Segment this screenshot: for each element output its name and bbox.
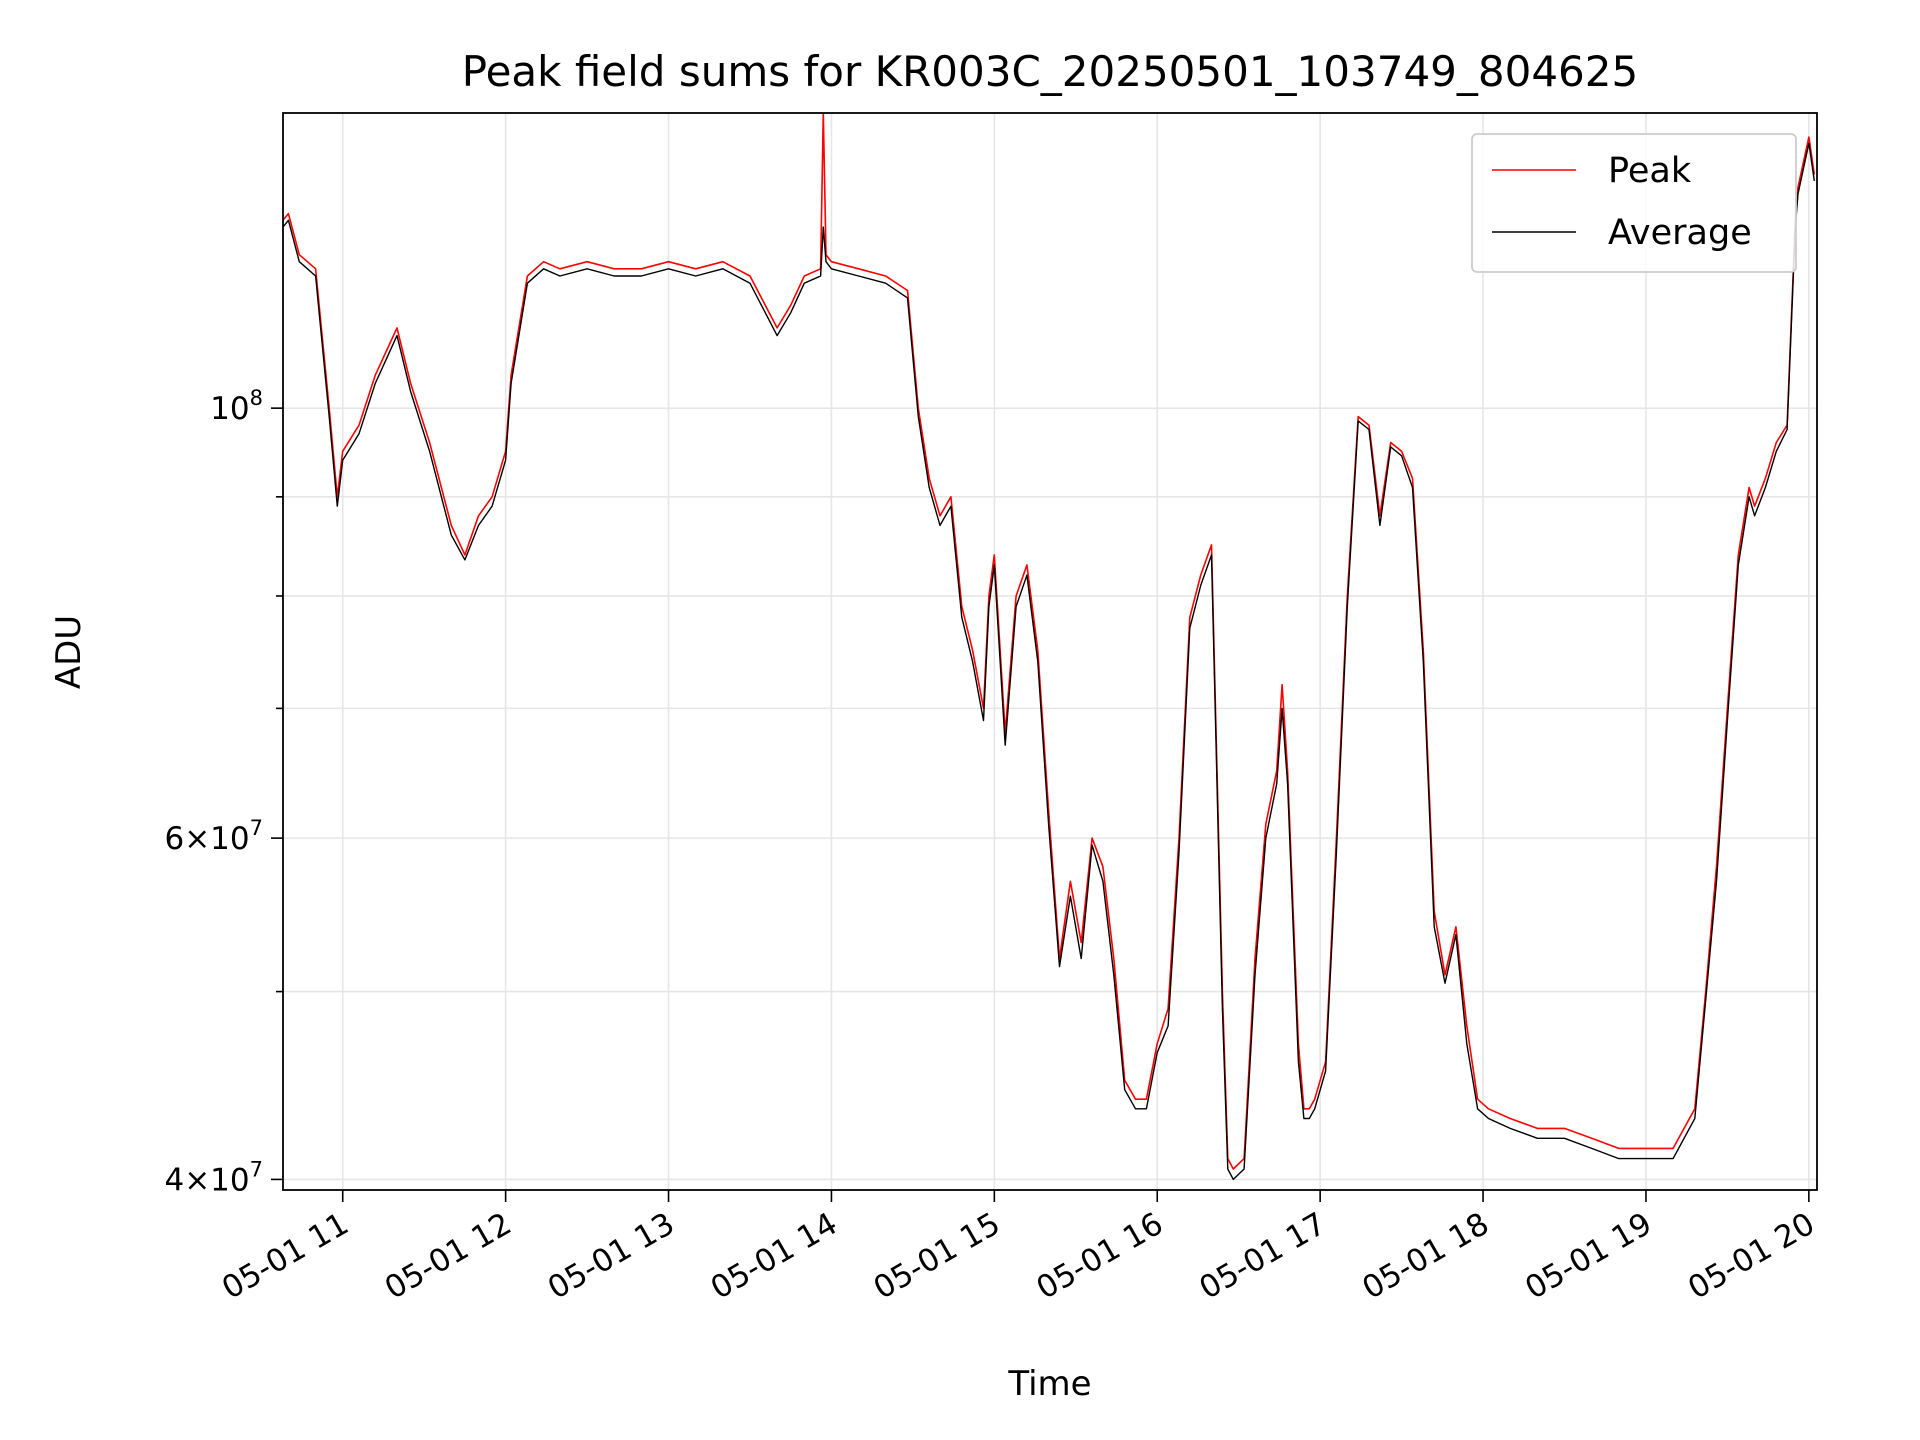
x-tick-label: 05-01 14 (705, 1206, 844, 1307)
y-tick-label: 6×107 (164, 816, 263, 857)
grid (283, 113, 1817, 1190)
x-tick-label: 05-01 13 (542, 1206, 681, 1307)
y-tick-base: 10 (210, 1162, 249, 1198)
x-tick-label: 05-01 19 (1519, 1206, 1658, 1307)
series-line-average (282, 142, 1815, 1181)
x-tick-label: 05-01 18 (1356, 1206, 1495, 1307)
x-axis-label: Time (1007, 1364, 1091, 1404)
legend: Peak Average (1471, 133, 1797, 273)
y-axis-label: ADU (49, 615, 89, 689)
x-tick-label: 05-01 17 (1193, 1206, 1332, 1307)
y-tick-label: 4×107 (164, 1157, 263, 1198)
y-tick-label: 108 (210, 386, 263, 427)
legend-label-average: Average (1608, 213, 1752, 253)
y-tick-times: × (184, 821, 210, 857)
y-tick-base: 10 (210, 391, 249, 427)
x-tick-label: 05-01 16 (1031, 1206, 1170, 1307)
x-tick-label: 05-01 12 (379, 1206, 518, 1307)
series-line-peak (282, 112, 1816, 1170)
legend-box (1471, 133, 1797, 273)
x-tick-label: 05-01 15 (868, 1206, 1007, 1307)
x-axis: 05-01 11 05-01 12 05-01 13 05-01 14 05-01 15… (216, 1190, 1821, 1307)
y-tick-exponent: 7 (250, 816, 263, 840)
x-tick-label: 05-01 20 (1682, 1206, 1821, 1307)
series-group (282, 112, 1816, 1181)
y-tick-mantissa: 6 (164, 821, 184, 857)
plot-frame (282, 112, 1818, 1191)
x-tick-label: 05-01 11 (216, 1206, 355, 1307)
chart-title: Peak field sums for KR003C_20250501_1037… (462, 47, 1638, 96)
y-tick-times: × (184, 1162, 210, 1198)
y-tick-exponent: 8 (250, 386, 263, 410)
legend-label-peak: Peak (1608, 151, 1692, 191)
y-tick-base: 10 (210, 821, 249, 857)
y-tick-exponent: 7 (250, 1157, 263, 1181)
y-tick-mantissa: 4 (164, 1162, 184, 1198)
